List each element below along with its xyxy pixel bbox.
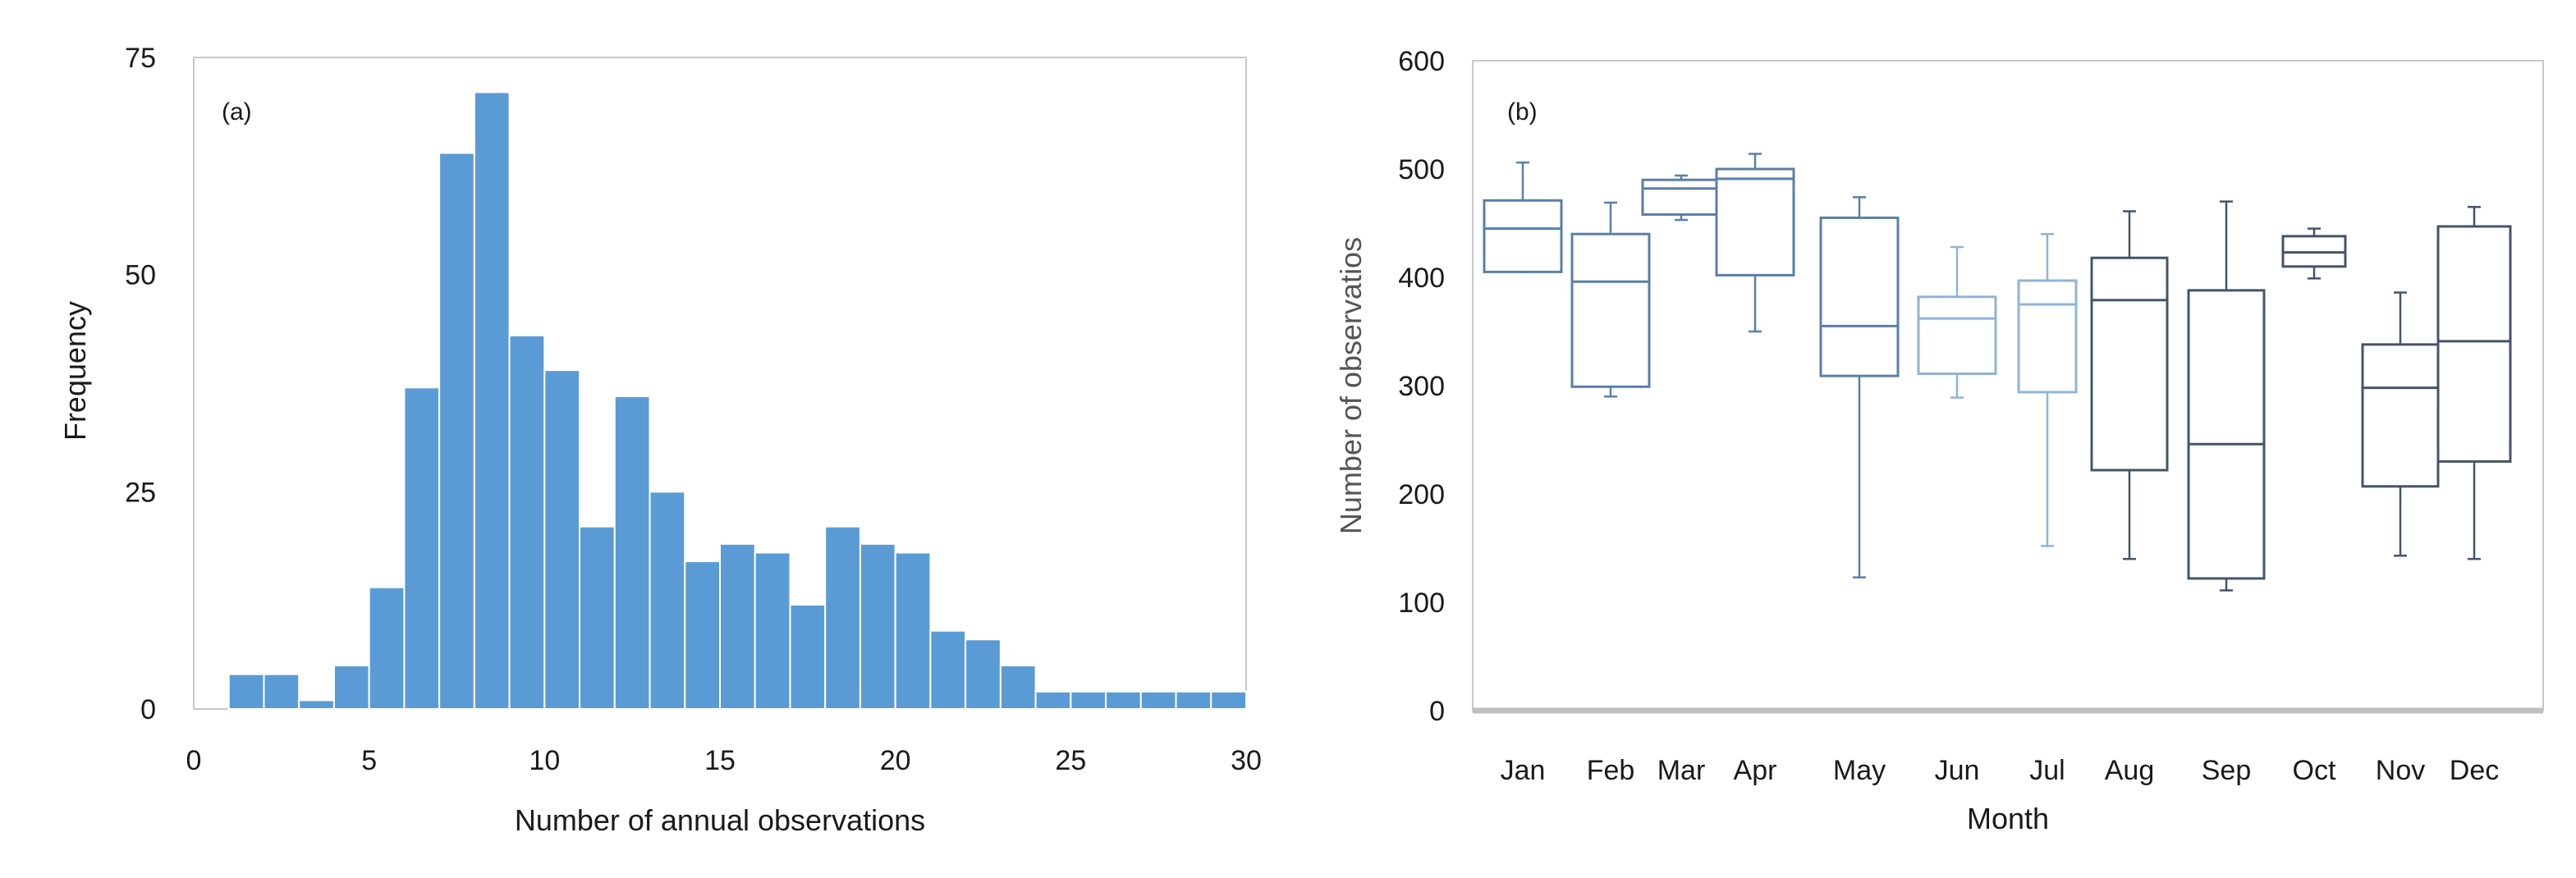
boxplot-month-label: Apr [1734, 755, 1777, 786]
boxplot-y-axis-label: Number of observatios [1334, 237, 1368, 534]
box-dec [2436, 205, 2512, 560]
boxplot-x-axis-label: Month [1967, 802, 2049, 835]
histogram-bar [859, 542, 896, 710]
boxplot-month-label: Feb [1587, 755, 1635, 786]
histogram-y-tick-label: 75 [125, 43, 156, 74]
histogram-bars [227, 91, 1248, 711]
boxplot-month-label: Aug [2105, 755, 2155, 786]
histogram-panel-label: (a) [222, 98, 252, 126]
boxplot-y-tick-label: 100 [1398, 588, 1445, 619]
box-iqr [2017, 279, 2078, 394]
histogram-bar [824, 525, 861, 710]
histogram-bar [263, 673, 300, 710]
histogram-x-tick-label: 10 [529, 745, 560, 776]
histogram-x-tick-label: 25 [1055, 745, 1086, 776]
histogram-bar [719, 542, 756, 710]
histogram-bar [298, 699, 335, 710]
histogram-bar [684, 560, 721, 710]
box-sep [2187, 200, 2266, 592]
histogram-bar [894, 551, 932, 710]
histogram-y-tick-label: 50 [125, 260, 156, 291]
histogram-bar [1175, 690, 1212, 710]
histogram-bar [1034, 690, 1072, 710]
box-iqr [2436, 225, 2512, 463]
histogram-bar [438, 152, 475, 711]
boxplot-month-label: Jul [2029, 755, 2065, 786]
boxplot-y-tick-label: 600 [1398, 46, 1445, 77]
box-mar [1641, 174, 1721, 222]
histogram-bar [579, 525, 616, 710]
histogram-y-axis-label: Frequency [58, 301, 92, 441]
histogram-bar [543, 369, 581, 710]
boxplot-y-tick-label: 400 [1398, 263, 1445, 294]
boxplot-month-label: Nov [2376, 755, 2425, 786]
histogram-bar [1070, 690, 1107, 710]
boxplot-y-tick-label: 300 [1398, 371, 1445, 402]
boxplot-month-label: Mar [1657, 755, 1706, 786]
box-oct [2281, 227, 2347, 280]
histogram-y-ticks: 0 25 50 75 [125, 43, 156, 725]
box-feb [1570, 201, 1651, 398]
boxplot-month-label: Sep [2202, 755, 2252, 786]
histogram-x-tick-label: 30 [1231, 745, 1262, 776]
histogram-y-tick-label: 25 [125, 477, 156, 508]
histogram-bar [999, 665, 1037, 710]
box-iqr [1819, 216, 1900, 377]
boxplot-panel-label: (b) [1507, 98, 1538, 126]
box-jun [1917, 245, 1997, 399]
histogram-bar [403, 386, 441, 710]
boxplot-month-label: Oct [2293, 755, 2336, 786]
box-iqr [1641, 178, 1721, 216]
box-iqr [1715, 167, 1795, 277]
histogram-x-tick-label: 0 [186, 745, 202, 776]
histogram-x-tick-label: 5 [361, 745, 377, 776]
histogram-x-axis-label: Number of annual observations [515, 803, 925, 837]
histogram-bar [649, 491, 686, 710]
histogram-bar [789, 603, 827, 711]
boxplot-month-label: Jan [1501, 755, 1546, 786]
boxplot-y-tick-label: 500 [1398, 154, 1445, 185]
box-iqr [1483, 199, 1563, 273]
histogram-bar [473, 91, 511, 710]
histogram-x-tick-label: 15 [704, 745, 736, 776]
box-iqr [1570, 232, 1651, 388]
histogram-x-tick-label: 20 [880, 745, 911, 776]
histogram-bar [332, 665, 370, 710]
box-iqr [2090, 256, 2169, 472]
boxplot-boxes [1483, 153, 2512, 592]
boxplot-y-tick-label: 200 [1398, 479, 1445, 510]
histogram-panel: (a) 0 25 50 75 0 5 10 15 20 25 30 Number of annua… [58, 43, 1262, 837]
histogram-bar [1210, 690, 1248, 710]
box-jan [1483, 161, 1563, 273]
histogram-bar [508, 334, 546, 710]
box-iqr [1917, 295, 1997, 375]
box-apr [1715, 153, 1795, 333]
histogram-bar [965, 638, 1002, 710]
boxplot-y-ticks: 0 100 200 300 400 500 600 [1398, 46, 1445, 727]
box-iqr [2361, 343, 2440, 488]
histogram-bar [754, 551, 791, 710]
box-jul [2017, 232, 2078, 547]
box-may [1819, 196, 1900, 578]
histogram-x-ticks: 0 5 10 15 20 25 30 [186, 745, 1262, 776]
boxplot-month-label: Dec [2450, 755, 2499, 786]
histogram-bar [929, 629, 967, 710]
histogram-y-tick-label: 0 [140, 694, 156, 725]
boxplot-month-label: May [1833, 755, 1886, 786]
boxplot-y-tick-label: 0 [1429, 696, 1445, 727]
boxplot-x-ticks: Jan Feb Mar Apr May Jun Jul Aug Sep Oct Nov Dec [1501, 755, 2500, 786]
histogram-bar [1105, 690, 1142, 710]
histogram-bar [368, 586, 406, 711]
box-iqr [2187, 289, 2266, 580]
histogram-bar [1139, 690, 1177, 710]
boxplot-month-label: Jun [1935, 755, 1980, 786]
histogram-bar [613, 395, 651, 710]
histogram-bar [227, 673, 265, 710]
box-aug [2090, 210, 2169, 560]
